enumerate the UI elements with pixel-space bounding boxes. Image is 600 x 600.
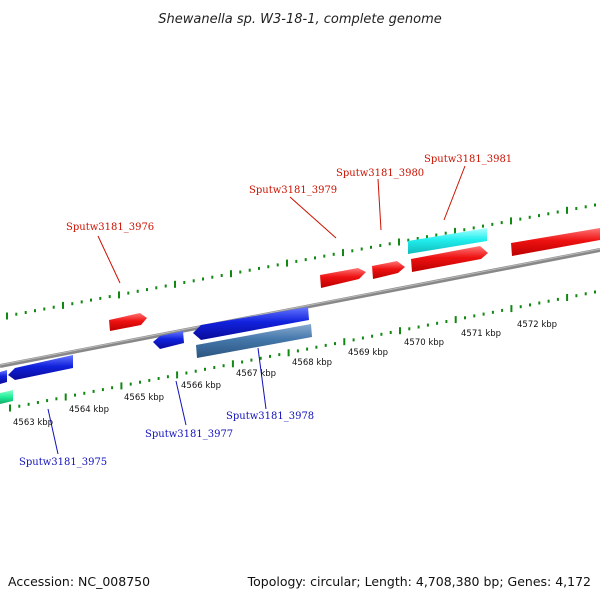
gene-label-sputw3181-3980[interactable]: Sputw3181_3980	[336, 168, 424, 179]
accession-text: Accession: NC_008750	[8, 574, 150, 589]
map-title: Shewanella sp. W3-18-1, complete genome	[158, 12, 441, 27]
scale-labels: 4563 kbp 4564 kbp 4565 kbp 4566 kbp 4567…	[13, 320, 557, 428]
gene-sputw3181-3978[interactable]	[193, 307, 309, 340]
gene-sputw3181-3977[interactable]	[153, 331, 184, 349]
scale-label: 4572 kbp	[517, 320, 557, 330]
gene-label-sputw3181-3977[interactable]: Sputw3181_3977	[145, 429, 233, 440]
gene-label-sputw3181-3978[interactable]: Sputw3181_3978	[226, 411, 314, 422]
reverse-strand-genes	[0, 307, 312, 404]
inner-tick-track	[9, 290, 596, 412]
gene-rna-cyan[interactable]	[408, 228, 487, 254]
scale-label: 4563 kbp	[13, 418, 53, 428]
gene-label-sputw3181-3975[interactable]: Sputw3181_3975	[19, 457, 107, 468]
genome-backbone-highlight	[0, 248, 600, 366]
genome-summary-text: Topology: circular; Length: 4,708,380 bp…	[247, 574, 591, 589]
outer-tick-track	[6, 203, 596, 320]
scale-label: 4569 kbp	[348, 348, 388, 358]
genome-backbone	[0, 248, 600, 368]
scale-label: 4571 kbp	[461, 329, 501, 339]
scale-label: 4564 kbp	[69, 405, 109, 415]
gene-label-sputw3181-3976[interactable]: Sputw3181_3976	[66, 222, 154, 233]
forward-strand-genes	[109, 228, 600, 331]
scale-label: 4568 kbp	[292, 358, 332, 368]
reverse-gene-labels: Sputw3181_3975 Sputw3181_3977 Sputw3181_…	[19, 411, 314, 468]
gene-sputw3181-3976[interactable]	[109, 313, 147, 331]
gene-sputw3181-3980[interactable]	[372, 261, 405, 279]
scale-label: 4570 kbp	[404, 338, 444, 348]
gene-label-sputw3181-3981[interactable]: Sputw3181_3981	[424, 154, 512, 165]
scale-label: 4566 kbp	[181, 381, 221, 391]
gene-sputw3181-3979[interactable]	[320, 268, 366, 288]
gene-sputw3181-3981[interactable]	[411, 246, 488, 272]
gene-reverse-edge[interactable]	[0, 370, 7, 384]
gene-next-forward[interactable]	[511, 228, 600, 256]
gene-sputw3181-3975[interactable]	[8, 355, 73, 380]
gene-selected-steel[interactable]	[196, 324, 312, 358]
scale-label: 4567 kbp	[236, 369, 276, 379]
forward-gene-labels: Sputw3181_3976 Sputw3181_3979 Sputw3181_…	[66, 154, 512, 233]
gene-label-sputw3181-3979[interactable]: Sputw3181_3979	[249, 185, 337, 196]
label-leaders	[47, 165, 466, 455]
gene-teal-edge[interactable]	[0, 390, 13, 404]
scale-label: 4565 kbp	[124, 393, 164, 403]
